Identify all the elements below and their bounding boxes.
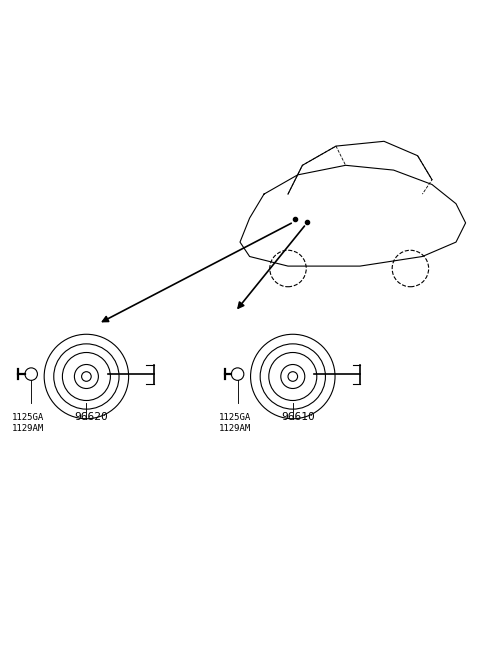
Text: 96610: 96610 [281, 413, 314, 422]
Text: 1125GA
1129AM: 1125GA 1129AM [218, 413, 251, 432]
Text: 1125GA
1129AM: 1125GA 1129AM [12, 413, 44, 432]
Text: 96620: 96620 [74, 413, 108, 422]
